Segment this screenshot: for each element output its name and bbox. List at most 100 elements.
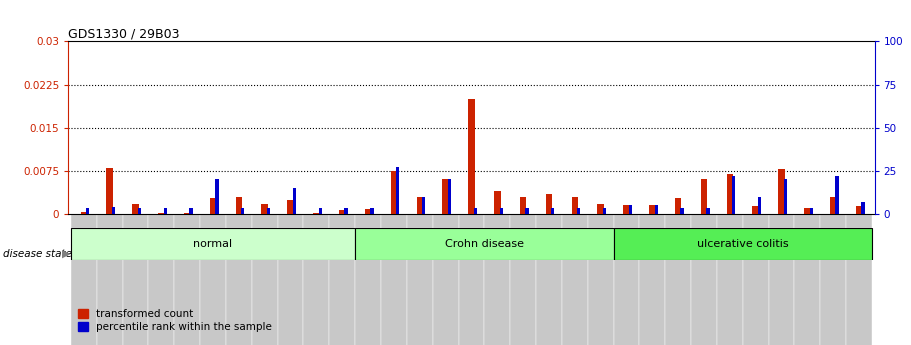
Bar <box>71 214 97 345</box>
Bar <box>769 214 794 345</box>
Bar <box>148 214 174 345</box>
Text: ▶: ▶ <box>62 249 70 258</box>
Bar <box>810 208 813 214</box>
Bar <box>391 171 397 214</box>
Bar <box>520 197 527 214</box>
Bar <box>355 228 614 260</box>
Bar <box>665 214 691 345</box>
Bar <box>706 208 710 214</box>
Bar <box>364 209 372 214</box>
Bar <box>355 214 381 345</box>
Bar <box>319 208 322 214</box>
Bar <box>448 179 451 214</box>
Bar <box>691 214 717 345</box>
Bar <box>138 208 141 214</box>
Bar <box>71 228 355 260</box>
Bar <box>675 198 681 214</box>
Bar <box>371 208 374 214</box>
Bar <box>87 208 89 214</box>
Bar <box>468 99 475 214</box>
Bar <box>655 205 658 214</box>
Legend: transformed count, percentile rank within the sample: transformed count, percentile rank withi… <box>74 305 277 336</box>
Bar <box>717 214 742 345</box>
Bar <box>184 213 190 214</box>
Bar <box>551 208 555 214</box>
Text: disease state: disease state <box>3 249 72 258</box>
Bar <box>546 194 552 214</box>
Bar <box>292 188 296 214</box>
Bar <box>123 214 148 345</box>
Bar <box>588 214 614 345</box>
Bar <box>443 179 449 214</box>
Bar <box>614 214 640 345</box>
Bar <box>536 214 562 345</box>
Bar <box>494 191 500 214</box>
Bar <box>562 214 588 345</box>
Bar <box>261 204 268 214</box>
Bar <box>835 176 839 214</box>
Bar <box>603 208 606 214</box>
Bar <box>510 214 536 345</box>
Bar <box>164 208 167 214</box>
Bar <box>226 214 251 345</box>
Bar <box>629 205 632 214</box>
Bar <box>701 179 707 214</box>
Bar <box>640 214 665 345</box>
Bar <box>107 168 113 214</box>
Bar <box>861 202 865 214</box>
Bar <box>752 206 759 214</box>
Bar <box>174 214 200 345</box>
Bar <box>846 214 872 345</box>
Bar <box>526 208 528 214</box>
Bar <box>778 169 784 214</box>
Bar <box>422 197 425 214</box>
Bar <box>820 214 846 345</box>
Bar <box>758 197 762 214</box>
Text: ulcerative colitis: ulcerative colitis <box>697 239 789 249</box>
Bar <box>267 208 271 214</box>
Bar <box>485 214 510 345</box>
Bar <box>339 210 345 214</box>
Bar <box>499 208 503 214</box>
Bar <box>458 214 485 345</box>
Bar <box>381 214 407 345</box>
Bar <box>614 228 872 260</box>
Bar <box>287 199 293 214</box>
Bar <box>236 197 242 214</box>
Bar <box>112 207 115 214</box>
Bar <box>433 214 458 345</box>
Bar <box>783 179 787 214</box>
Bar <box>577 208 580 214</box>
Bar <box>732 176 735 214</box>
Bar <box>416 197 423 214</box>
Text: Crohn disease: Crohn disease <box>445 239 524 249</box>
Bar <box>210 198 216 214</box>
Bar <box>200 214 226 345</box>
Bar <box>241 208 244 214</box>
Bar <box>650 205 656 214</box>
Bar <box>344 208 348 214</box>
Bar <box>598 204 604 214</box>
Bar <box>474 208 477 214</box>
Bar <box>278 214 303 345</box>
Bar <box>727 174 733 214</box>
Bar <box>313 213 320 214</box>
Bar <box>830 197 836 214</box>
Bar <box>329 214 355 345</box>
Bar <box>804 208 811 214</box>
Text: GDS1330 / 29B03: GDS1330 / 29B03 <box>68 27 179 40</box>
Bar <box>396 167 399 214</box>
Bar <box>407 214 433 345</box>
Bar <box>855 206 863 214</box>
Bar <box>794 214 820 345</box>
Bar <box>251 214 278 345</box>
Bar <box>623 205 630 214</box>
Bar <box>159 213 165 214</box>
Bar <box>681 208 683 214</box>
Bar <box>97 214 123 345</box>
Bar <box>742 214 769 345</box>
Bar <box>215 179 219 214</box>
Text: normal: normal <box>193 239 232 249</box>
Bar <box>189 208 193 214</box>
Bar <box>571 197 578 214</box>
